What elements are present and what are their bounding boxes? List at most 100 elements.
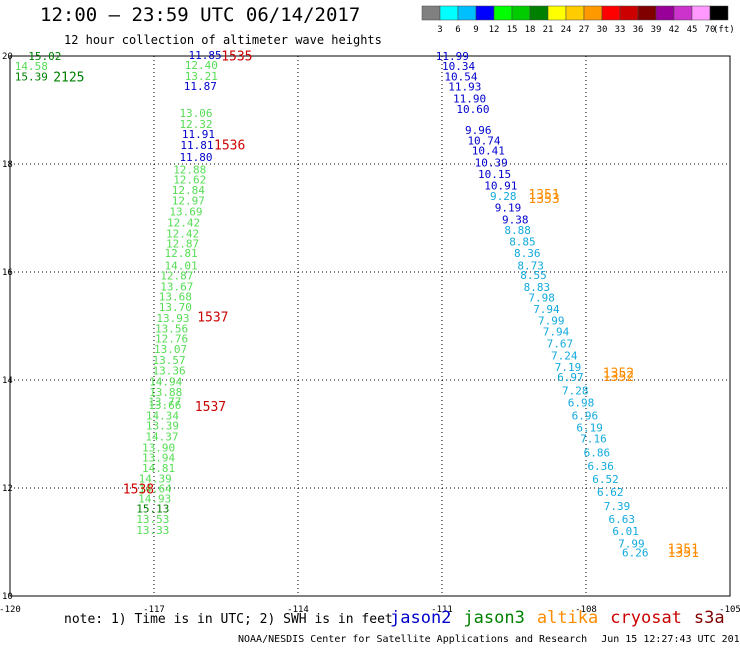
- jason2-swh-value: 11.80: [179, 151, 212, 164]
- jason2-swh-value: 8.73: [517, 259, 544, 272]
- jason3-swh-value: 14.93: [138, 493, 171, 506]
- colorbar-swatches: [421, 5, 729, 21]
- colorbar-swatch: [619, 5, 639, 21]
- colorbar-label: 6: [455, 25, 460, 35]
- colorbar-label: 42: [669, 25, 680, 35]
- jason3-swh-value: 13.56: [155, 322, 188, 335]
- jason2-swh-value: 11.93: [448, 81, 481, 94]
- jason3-swh-value: 13.36: [153, 365, 186, 378]
- axis-ticks: -120 -117 -114 -111 -108 -105 20 18 16 14 12 10: [0, 52, 740, 615]
- pass-time-label: 1351: [668, 542, 699, 557]
- jason3-swh-value: 12.97: [172, 195, 205, 208]
- lon-tick-label: -111: [431, 605, 453, 615]
- pass-time-label: 1538: [123, 482, 154, 497]
- pass-time-label: 1535: [221, 49, 252, 64]
- jason2-swh-value: 11.85: [189, 49, 222, 62]
- colorbar-swatch: [673, 5, 693, 21]
- jason3-swh-value: 15.13: [136, 502, 169, 515]
- pass-time-label: 1537: [195, 400, 226, 415]
- jason2-swh-value: 6.62: [597, 486, 624, 499]
- jason2-swh-value: 7.16: [580, 433, 607, 446]
- lat-tick-label: 10: [2, 592, 13, 602]
- jason2-swh-value: 8.83: [524, 281, 551, 294]
- jason2-swh-value: 11.99: [436, 50, 469, 63]
- jason3-swh-value: 13.90: [142, 441, 175, 454]
- jason2-swh-value: 10.60: [456, 103, 489, 116]
- jason2-swh-value: 7.39: [604, 500, 631, 513]
- colorbar-label: 24: [561, 25, 572, 35]
- pass-time-label: 1352: [603, 370, 634, 385]
- pass-time-labels: 1535153615371537153821251351135313521352…: [53, 49, 699, 561]
- jason3-swh-value: 12.87: [166, 238, 199, 251]
- legend-altika: altika: [536, 608, 599, 628]
- jason2-swh-value: 7.19: [555, 361, 582, 374]
- jason3-swh-value: 14.39: [139, 473, 172, 486]
- jason3-swh-value: 13.77: [148, 395, 181, 408]
- pass-time-label: 1351: [528, 188, 559, 203]
- legend-jason2: jason2: [390, 608, 452, 628]
- jason3-swh-value: 13.21: [185, 70, 218, 83]
- jason2-swh-value: 10.39: [475, 157, 508, 170]
- lat-tick-label: 14: [2, 376, 13, 386]
- colorbar-label: 9: [473, 25, 478, 35]
- jason2-swh-value: 7.98: [528, 292, 555, 305]
- jason3-swh-value: 15.39: [15, 70, 48, 83]
- jason2-swh-value: 11.87: [184, 80, 217, 93]
- jason3-swh-value: 12.40: [185, 59, 218, 72]
- jason2-swh-value: 10.41: [472, 144, 505, 157]
- jason3-swh-value: 14.34: [146, 409, 179, 422]
- jason2-swh-value: 9.28: [490, 190, 517, 203]
- jason2-swh-value: 6.97: [557, 371, 584, 384]
- colorbar-swatch: [709, 5, 729, 21]
- jason2-swh-value: 8.55: [520, 269, 547, 282]
- jason2-swh-value: 6.52: [592, 473, 619, 486]
- legend-jason3: jason3: [463, 608, 525, 628]
- colorbar-swatch: [637, 5, 657, 21]
- lon-tick-label: -114: [287, 605, 309, 615]
- jason2-swh-value: 7.99: [618, 537, 645, 550]
- jason3-swh-value: 13.88: [149, 386, 182, 399]
- footer-note: note: 1) Time is in UTC; 2) SWH is in fe…: [64, 612, 393, 627]
- jason3-swh-value: 12.62: [173, 173, 206, 186]
- pass-time-label: 1536: [214, 138, 245, 153]
- footer-credit: NOAA/NESDIS Center for Satellite Applica…: [238, 634, 740, 645]
- jason3-swh-value: 14.37: [145, 430, 178, 443]
- legend-s3a: s3a: [693, 608, 725, 628]
- jason3-swh-value: 14.01: [165, 259, 198, 272]
- pass-time-label: 1537: [197, 311, 228, 326]
- colorbar-swatch: [547, 5, 567, 21]
- lat-tick-label: 20: [2, 52, 13, 62]
- jason2-swh-value: 11.90: [453, 92, 486, 105]
- jason3-swh-value: 12.42: [166, 227, 199, 240]
- jason2-swh-value: 8.36: [514, 247, 541, 260]
- jason3-swh-value: 13.67: [160, 280, 193, 293]
- colorbar-swatch: [493, 5, 513, 21]
- jason3-swh-value: 13.53: [136, 513, 169, 526]
- lon-tick-label: -117: [143, 605, 165, 615]
- colorbar-swatch: [421, 5, 441, 21]
- jason3-swh-value: 13.57: [153, 354, 186, 367]
- jason2-swh-value: 10.91: [484, 179, 517, 192]
- map-title: 12:00 – 23:59 UTC 06/14/2017: [40, 4, 361, 26]
- jason3-swh-value: 13.06: [179, 107, 212, 120]
- jason2-swh-value: 7.94: [543, 326, 570, 339]
- jason3-swh-value: 13.94: [142, 452, 175, 465]
- legend-cryosat: cryosat: [610, 608, 682, 628]
- colorbar-label: 39: [651, 25, 662, 35]
- pass-time-label: 1353: [528, 192, 559, 207]
- jason3-swh-value: 13.93: [156, 312, 189, 325]
- jason2-swh-value: 9.96: [465, 124, 492, 137]
- map-frame: [9, 55, 731, 597]
- jason3-swh-value: 13.33: [136, 524, 169, 537]
- jason3-swh-value: 13.07: [154, 343, 187, 356]
- credit-organization: NOAA/NESDIS Center for Satellite Applica…: [238, 634, 588, 645]
- pass-time-label: 1352: [603, 366, 634, 381]
- jason3-swh-value: 12.76: [155, 333, 188, 346]
- jason3-swh-value: 15.02: [28, 50, 61, 63]
- jason2-swh-value: 6.01: [612, 525, 639, 538]
- jason2-swh-value: 6.96: [572, 409, 599, 422]
- colorbar-label: 27: [579, 25, 590, 35]
- jason3-swh-value: 12.84: [172, 184, 205, 197]
- lat-tick-label: 16: [2, 268, 13, 278]
